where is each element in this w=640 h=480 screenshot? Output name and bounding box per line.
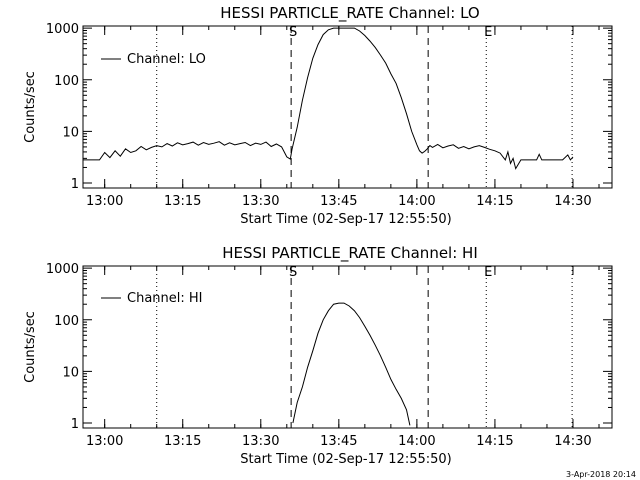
panel-lo-legend: Channel: LO bbox=[101, 52, 206, 67]
x-tick-label: 14:15 bbox=[476, 194, 513, 209]
x-tick-label: 13:15 bbox=[164, 194, 201, 209]
x-tick-label: 14:00 bbox=[398, 194, 435, 209]
y-tick-label: 100 bbox=[54, 314, 79, 329]
y-tick-label: 1000 bbox=[46, 22, 79, 37]
panel-lo-ylabel: Counts/sec bbox=[23, 71, 38, 143]
x-tick-label: 13:45 bbox=[320, 434, 357, 449]
x-tick-label: 13:00 bbox=[86, 194, 123, 209]
x-tick-label: 13:00 bbox=[86, 434, 123, 449]
marker-label: S bbox=[289, 265, 297, 280]
panel-lo-plot-frame bbox=[82, 25, 613, 189]
x-tick-label: 14:30 bbox=[554, 194, 591, 209]
y-tick-label: 100 bbox=[54, 74, 79, 89]
panel-hi-legend-label: Channel: HI bbox=[127, 291, 203, 306]
panel-lo-legend-label: Channel: LO bbox=[127, 52, 206, 67]
panel-lo-data bbox=[83, 27, 574, 170]
panel-hi-legend: Channel: HI bbox=[101, 291, 203, 306]
marker-label: E bbox=[484, 265, 492, 280]
x-tick-label: 13:15 bbox=[164, 434, 201, 449]
marker-label: E bbox=[484, 25, 492, 40]
series-line bbox=[292, 302, 411, 426]
panel-hi-ylabel: Counts/sec bbox=[23, 311, 38, 383]
y-tick-label: 1 bbox=[71, 417, 79, 432]
x-tick-label: 14:15 bbox=[476, 434, 513, 449]
y-tick-label: 1000 bbox=[46, 262, 79, 277]
x-tick-label: 14:00 bbox=[398, 434, 435, 449]
panel-hi-yticks: 1 10 100 1000 bbox=[46, 262, 612, 432]
panel-lo-xticks: 13:00 13:15 13:30 13:45 14:00 14:15 14:30 bbox=[86, 26, 600, 209]
x-tick-label: 13:30 bbox=[242, 194, 279, 209]
x-tick-label: 13:30 bbox=[242, 434, 279, 449]
panel-hi-data bbox=[292, 302, 411, 426]
marker-label: S bbox=[289, 25, 297, 40]
panel-lo-title: HESSI PARTICLE_RATE Channel: LO bbox=[220, 4, 479, 23]
x-tick-label: 14:30 bbox=[554, 434, 591, 449]
panel-lo-yticks: 1 10 100 1000 bbox=[46, 22, 612, 192]
y-tick-label: 1 bbox=[71, 177, 79, 192]
panel-hi-xlabel: Start Time (02-Sep-17 12:55:50) bbox=[240, 452, 451, 467]
panel-hi-xticks: 13:00 13:15 13:30 13:45 14:00 14:15 14:30 bbox=[86, 266, 600, 449]
panel-lo-xlabel: Start Time (02-Sep-17 12:55:50) bbox=[240, 212, 451, 227]
x-tick-label: 13:45 bbox=[320, 194, 357, 209]
panel-hi-title: HESSI PARTICLE_RATE Channel: HI bbox=[222, 244, 478, 263]
y-tick-label: 10 bbox=[62, 125, 79, 140]
y-tick-label: 10 bbox=[62, 365, 79, 380]
date-stamp: 3-Apr-2018 20:14 bbox=[566, 470, 636, 479]
series-line bbox=[83, 27, 574, 170]
